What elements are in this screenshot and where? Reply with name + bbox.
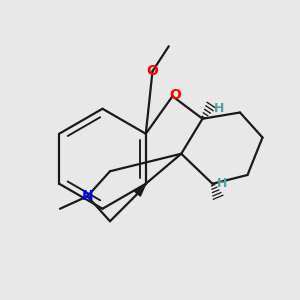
Polygon shape [135, 184, 146, 196]
Text: O: O [147, 64, 158, 78]
Text: H: H [214, 102, 224, 115]
Text: N: N [82, 189, 93, 203]
Text: H: H [217, 177, 228, 190]
Text: O: O [169, 88, 181, 102]
